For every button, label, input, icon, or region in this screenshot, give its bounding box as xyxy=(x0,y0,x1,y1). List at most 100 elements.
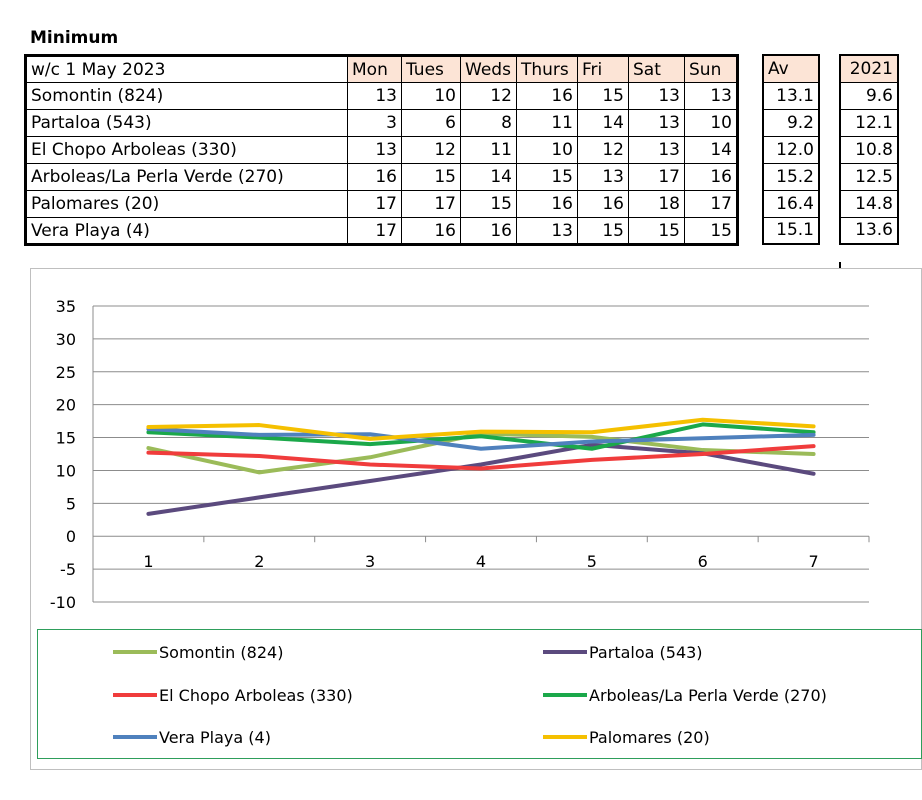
y-tick-label: 35 xyxy=(56,297,76,316)
legend-item: Partaloa (543) xyxy=(543,642,703,662)
year-2021-cell: 13.6 xyxy=(839,216,899,245)
year-2021-cell: 14.8 xyxy=(839,189,899,218)
legend-label: Vera Playa (4) xyxy=(159,727,271,747)
x-tick-label: 4 xyxy=(476,552,486,571)
legend-item: Palomares (20) xyxy=(543,727,710,747)
y-tick-label: 25 xyxy=(56,363,76,382)
y-tick-label: 0 xyxy=(66,527,76,546)
chart-legend: Somontin (824) Partaloa (543) El Chopo Arb… xyxy=(37,629,922,759)
temperature-cell: 15 xyxy=(577,217,629,245)
year-2021-cell: 9.6 xyxy=(839,81,899,110)
legend-label: El Chopo Arboleas (330) xyxy=(159,685,353,705)
temperature-cell: 11 xyxy=(460,136,517,164)
station-name: Partaloa (543) xyxy=(25,109,348,137)
year-table-divider xyxy=(839,262,841,268)
legend-label: Somontin (824) xyxy=(159,642,284,662)
legend-swatch xyxy=(113,693,157,697)
temperature-cell: 15 xyxy=(684,217,738,245)
y-tick-label: 20 xyxy=(56,396,76,415)
legend-swatch xyxy=(113,735,157,739)
table-row: Somontin (824) 13 10 12 16 15 13 13 xyxy=(25,82,738,110)
temperature-cell: 13 xyxy=(516,217,578,245)
y-tick-label: 15 xyxy=(56,429,76,448)
y-tick-label: 30 xyxy=(56,330,76,349)
table-row: Arboleas/La Perla Verde (270) 16 15 14 15 13 1… xyxy=(25,163,738,191)
temperature-cell: 16 xyxy=(684,163,738,191)
y-tick-label: -5 xyxy=(60,560,76,579)
average-cell: 16.4 xyxy=(762,189,820,218)
x-tick-label: 3 xyxy=(365,552,375,571)
x-tick-label: 1 xyxy=(143,552,153,571)
temperature-cell: 13 xyxy=(628,136,685,164)
table-row: Vera Playa (4) 17 16 16 13 15 15 15 xyxy=(25,217,738,245)
series-line-vera-playa-4 xyxy=(146,427,816,451)
temperature-cell: 16 xyxy=(401,217,461,245)
day-header-sat: Sat xyxy=(628,55,685,83)
table-row: Partaloa (543) 3 6 8 11 14 13 10 xyxy=(25,109,738,137)
temperature-cell: 17 xyxy=(628,163,685,191)
axes: -10 -5 0 5 10 15 20 25 30 35 1 2 3 4 5 6 7 xyxy=(50,297,870,612)
temperature-cell: 13 xyxy=(577,163,629,191)
temperature-cell: 15 xyxy=(516,163,578,191)
temperature-cell: 17 xyxy=(347,190,402,218)
temperature-cell: 17 xyxy=(684,190,738,218)
temperature-cell: 12 xyxy=(577,136,629,164)
y-tick-label: 5 xyxy=(66,494,76,513)
table-header-row: w/c 1 May 2023 Mon Tues Weds Thurs Fri Sat Sun xyxy=(25,55,738,83)
y-tick-label: -10 xyxy=(50,593,76,612)
legend-swatch xyxy=(543,693,587,697)
main-data-table: w/c 1 May 2023 Mon Tues Weds Thurs Fri Sat Sun S… xyxy=(24,54,739,246)
day-header-sun: Sun xyxy=(684,55,738,83)
legend-item: Vera Playa (4) xyxy=(113,727,271,747)
temperature-cell: 13 xyxy=(347,82,402,110)
average-cell: 13.1 xyxy=(762,81,820,110)
temperature-cell: 14 xyxy=(684,136,738,164)
series-line-arboleas-la-perla-verde-270 xyxy=(146,422,816,451)
legend-item: El Chopo Arboleas (330) xyxy=(113,685,353,705)
chart-title: Minimum xyxy=(30,28,119,48)
temperature-cell: 16 xyxy=(516,190,578,218)
day-header-thurs: Thurs xyxy=(516,55,578,83)
x-tick-label: 7 xyxy=(808,552,818,571)
average-table: Av 13.1 9.2 12.0 15.2 16.4 15.1 xyxy=(762,54,820,245)
legend-item: Somontin (824) xyxy=(113,642,283,662)
average-cell: 15.2 xyxy=(762,162,820,191)
temperature-cell: 10 xyxy=(516,136,578,164)
temperature-cell: 16 xyxy=(516,82,578,110)
series-line-palomares-20 xyxy=(146,417,816,441)
table-row: El Chopo Arboleas (330) 13 12 11 10 12 13 14 xyxy=(25,136,738,164)
legend-swatch xyxy=(543,650,587,654)
average-cell: 12.0 xyxy=(762,135,820,164)
temperature-cell: 18 xyxy=(628,190,685,218)
year-2021-cell: 12.1 xyxy=(839,108,899,137)
station-name: Vera Playa (4) xyxy=(25,217,348,245)
legend-swatch xyxy=(543,735,587,739)
temperature-cell: 17 xyxy=(347,217,402,245)
legend-label: Arboleas/La Perla Verde (270) xyxy=(589,685,827,705)
y-tick-label: 10 xyxy=(56,461,76,480)
temperature-cell: 14 xyxy=(577,109,629,137)
legend-label: Partaloa (543) xyxy=(589,642,703,662)
temperature-cell: 16 xyxy=(460,217,517,245)
temperature-cell: 8 xyxy=(460,109,517,137)
temperature-cell: 16 xyxy=(347,163,402,191)
legend-swatch xyxy=(113,650,157,654)
average-cell: 9.2 xyxy=(762,108,820,137)
year-header: 2021 xyxy=(839,54,899,83)
legend-item: Arboleas/La Perla Verde (270) xyxy=(543,685,827,705)
temperature-cell: 10 xyxy=(684,109,738,137)
year-2021-table: 2021 9.6 12.1 10.8 12.5 14.8 13.6 xyxy=(839,54,899,245)
x-tick-label: 6 xyxy=(698,552,708,571)
day-header-fri: Fri xyxy=(577,55,629,83)
series-line-el-chopo-arboleas-330 xyxy=(146,444,816,471)
legend-label: Palomares (20) xyxy=(589,727,710,747)
temperature-cell: 15 xyxy=(628,217,685,245)
series-lines xyxy=(146,417,816,516)
temperature-cell: 10 xyxy=(401,82,461,110)
year-2021-cell: 10.8 xyxy=(839,135,899,164)
week-label: w/c 1 May 2023 xyxy=(25,55,348,83)
temperature-cell: 12 xyxy=(460,82,517,110)
station-name: Arboleas/La Perla Verde (270) xyxy=(25,163,348,191)
temperature-cell: 15 xyxy=(460,190,517,218)
